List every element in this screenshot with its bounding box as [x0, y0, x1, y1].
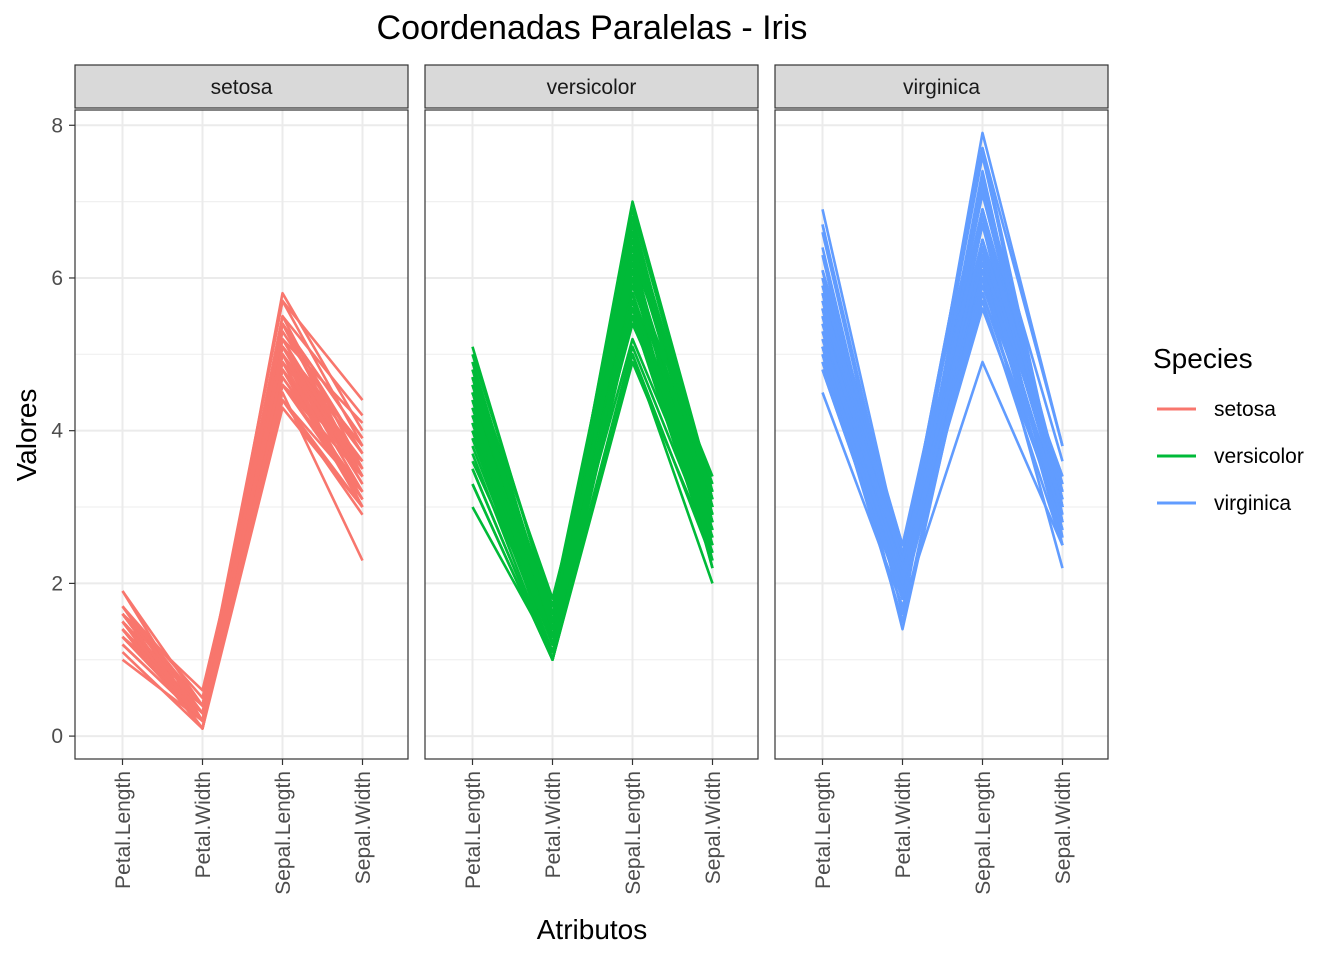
series-line: [471, 345, 714, 654]
y-tick-label: 4: [51, 420, 63, 443]
panel-grid: [75, 110, 408, 759]
legend-label: virginica: [1214, 492, 1291, 515]
facet-strip-label: virginica: [903, 76, 980, 99]
series-line: [821, 261, 1064, 562]
x-tick-label: Petal.Length: [112, 771, 135, 889]
series-line: [471, 352, 714, 662]
y-axis-title: Valores: [11, 389, 42, 482]
panel-border: [74, 109, 409, 760]
series-line: [471, 299, 714, 639]
series-line: [821, 284, 1064, 601]
x-axis-title: Atributos: [537, 914, 648, 945]
facet-strip: [424, 64, 759, 109]
x-tick-label: Petal.Width: [542, 771, 565, 878]
series-setosa: [121, 291, 364, 730]
x-tick-label: Petal.Width: [892, 771, 915, 878]
legend: Species setosa versicolor virginica: [1153, 343, 1304, 515]
legend-entry-virginica: virginica: [1157, 492, 1291, 515]
series-line: [121, 398, 364, 723]
legend-title: Species: [1153, 343, 1253, 374]
x-tick-label: Petal.Length: [462, 771, 485, 889]
series-line: [821, 360, 1064, 608]
series-line: [121, 330, 364, 723]
facet-strip-label: versicolor: [547, 76, 637, 99]
facet-strip-label: setosa: [211, 76, 273, 99]
series-line: [821, 146, 1064, 562]
x-tick-label: Sepal.Width: [702, 771, 725, 884]
panel-border: [424, 109, 759, 760]
facet-panel-virginica: virginica Petal.Length Petal.Width Sepal.Le…: [774, 64, 1109, 895]
facet-strip: [774, 64, 1109, 109]
series-line: [471, 223, 714, 623]
x-tick-label: Sepal.Width: [1052, 771, 1075, 884]
series-line: [821, 223, 1064, 547]
panel-border: [774, 109, 1109, 760]
x-tick-label: Sepal.Width: [352, 771, 375, 884]
series-line: [821, 223, 1064, 562]
legend-entry-versicolor: versicolor: [1157, 445, 1304, 468]
y-tick-label: 0: [51, 725, 63, 748]
facet-strip: [74, 64, 409, 109]
legend-entry-setosa: setosa: [1157, 398, 1276, 421]
x-tick-label: Sepal.Length: [272, 771, 295, 895]
series-line: [471, 261, 714, 639]
series-versicolor: [471, 200, 714, 662]
x-tick-label: Petal.Width: [192, 771, 215, 878]
facet-panels: setosa Petal.Length Petal.Width Sepal.Lengt…: [51, 64, 1109, 895]
series-virginica: [821, 131, 1064, 631]
facet-panel-versicolor: versicolor Petal.Length Petal.Width Sepal.L…: [424, 64, 759, 895]
x-tick-label: Sepal.Length: [622, 771, 645, 895]
legend-label: setosa: [1214, 398, 1276, 421]
legend-label: versicolor: [1214, 445, 1304, 468]
chart-title: Coordenadas Paralelas - Iris: [377, 9, 808, 47]
x-tick-label: Petal.Length: [812, 771, 835, 889]
y-tick-label: 2: [51, 572, 63, 595]
series-line: [121, 352, 364, 723]
y-tick-label: 8: [51, 114, 63, 137]
y-tick-label: 6: [51, 267, 63, 290]
x-tick-label: Sepal.Length: [972, 771, 995, 895]
facet-panel-setosa: setosa Petal.Length Petal.Width Sepal.Lengt…: [51, 64, 409, 895]
